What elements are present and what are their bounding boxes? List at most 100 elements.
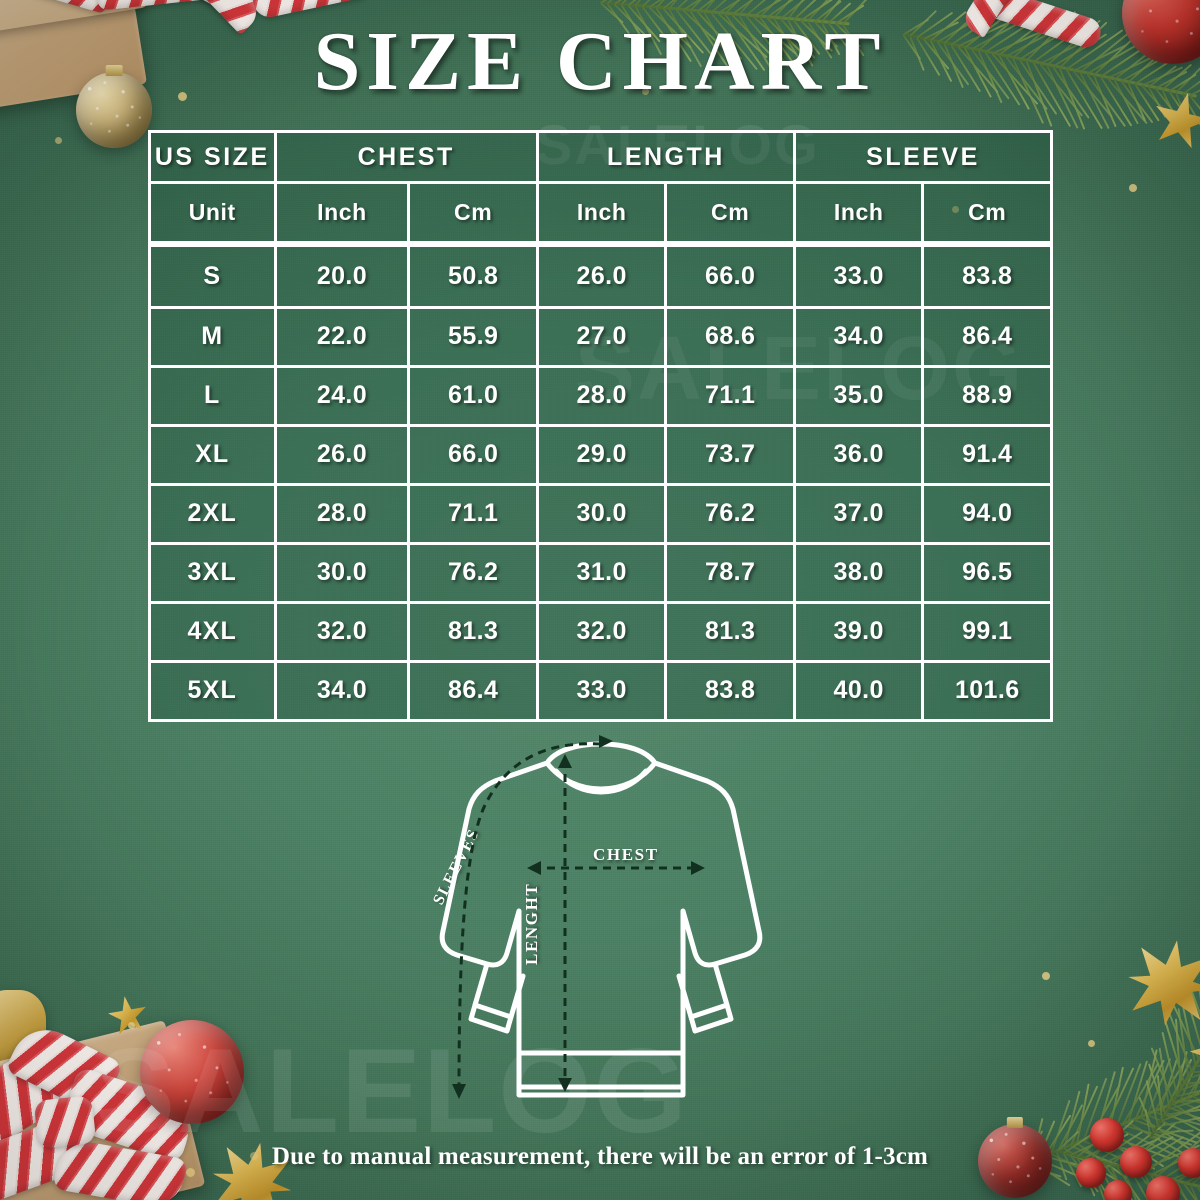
- header-length: LENGTH: [538, 130, 796, 184]
- watermark-bottom: SALELOG: [95, 1024, 690, 1158]
- cell-sleeve-cm: 94.0: [924, 485, 1053, 545]
- cell-sleeve-cm: 96.5: [924, 544, 1053, 604]
- cell-length-in: 31.0: [538, 544, 668, 604]
- sleeve-arrow-bottom: [452, 1084, 466, 1099]
- cell-chest-cm: 76.2: [410, 544, 539, 604]
- table-body: S 20.0 50.8 26.0 66.0 33.0 83.8 M 22.0 55.9 27.0 68…: [148, 244, 1053, 722]
- chest-arrow-left: [527, 861, 541, 875]
- cell-chest-cm: 50.8: [410, 244, 539, 309]
- cell-length-in: 28.0: [538, 367, 668, 427]
- table-row: 5XL 34.0 86.4 33.0 83.8 40.0 101.6: [148, 662, 1053, 722]
- cell-sleeve-cm: 101.6: [924, 662, 1053, 722]
- cell-length-cm: 83.8: [667, 662, 796, 722]
- table-row: S 20.0 50.8 26.0 66.0 33.0 83.8: [148, 244, 1053, 309]
- cell-length-cm: 68.6: [667, 308, 796, 368]
- cell-length-cm: 81.3: [667, 603, 796, 663]
- size-chart-table-wrapper: US SIZE CHEST LENGTH SLEEVE Unit Inch Cm…: [148, 130, 1053, 722]
- cell-chest-in: 20.0: [276, 244, 411, 309]
- table-group-header-row: US SIZE CHEST LENGTH SLEEVE: [148, 130, 1053, 184]
- sleeve-guide: [457, 742, 602, 1092]
- cell-chest-in: 28.0: [276, 485, 411, 545]
- length-arrow-top: [558, 754, 572, 768]
- header-length-cm: Cm: [667, 184, 796, 244]
- cell-length-cm: 66.0: [667, 244, 796, 309]
- table-head: US SIZE CHEST LENGTH SLEEVE Unit Inch Cm…: [148, 130, 1053, 244]
- diagram-label-chest: CHEST: [593, 845, 659, 864]
- cell-chest-cm: 81.3: [410, 603, 539, 663]
- cell-sleeve-in: 34.0: [795, 308, 925, 368]
- watermark-top: SALELOG: [535, 113, 820, 176]
- cell-sleeve-cm: 88.9: [924, 367, 1053, 427]
- cell-sleeve-in: 39.0: [795, 603, 925, 663]
- cell-size: 3XL: [148, 544, 277, 604]
- cell-chest-cm: 55.9: [410, 308, 539, 368]
- cell-sleeve-cm: 86.4: [924, 308, 1053, 368]
- cell-sleeve-in: 38.0: [795, 544, 925, 604]
- table-row: 4XL 32.0 81.3 32.0 81.3 39.0 99.1: [148, 603, 1053, 663]
- cell-length-cm: 76.2: [667, 485, 796, 545]
- table-row: M 22.0 55.9 27.0 68.6 34.0 86.4: [148, 308, 1053, 368]
- chest-arrow-right: [691, 861, 705, 875]
- table-row: 2XL 28.0 71.1 30.0 76.2 37.0 94.0: [148, 485, 1053, 545]
- garment-diagram: [415, 735, 787, 1135]
- cell-size: S: [148, 244, 277, 309]
- watermark-middle: SALELOG: [575, 319, 1025, 419]
- cell-size: M: [148, 308, 277, 368]
- cell-chest-in: 26.0: [276, 426, 411, 486]
- cell-length-cm: 73.7: [667, 426, 796, 486]
- cell-chest-cm: 86.4: [410, 662, 539, 722]
- measurement-guides: [457, 742, 699, 1092]
- sweatshirt-outline: [439, 741, 763, 1098]
- header-length-inch: Inch: [538, 184, 668, 244]
- cell-sleeve-cm: 99.1: [924, 603, 1053, 663]
- cell-sleeve-in: 37.0: [795, 485, 925, 545]
- cell-sleeve-cm: 83.8: [924, 244, 1053, 309]
- header-chest-inch: Inch: [276, 184, 411, 244]
- cell-chest-in: 30.0: [276, 544, 411, 604]
- cell-size: XL: [148, 426, 277, 486]
- sleeve-arrow-top: [599, 735, 613, 748]
- cell-sleeve-in: 40.0: [795, 662, 925, 722]
- cell-length-in: 32.0: [538, 603, 668, 663]
- cell-size: 5XL: [148, 662, 277, 722]
- cell-chest-in: 24.0: [276, 367, 411, 427]
- cell-length-in: 29.0: [538, 426, 668, 486]
- header-unit: Unit: [148, 184, 277, 244]
- cell-length-in: 27.0: [538, 308, 668, 368]
- cell-length-cm: 71.1: [667, 367, 796, 427]
- header-us-size: US SIZE: [148, 130, 277, 184]
- table-row: 3XL 30.0 76.2 31.0 78.7 38.0 96.5: [148, 544, 1053, 604]
- header-chest: CHEST: [276, 130, 539, 184]
- cell-chest-cm: 66.0: [410, 426, 539, 486]
- cell-size: L: [148, 367, 277, 427]
- table-row: XL 26.0 66.0 29.0 73.7 36.0 91.4: [148, 426, 1053, 486]
- cell-size: 4XL: [148, 603, 277, 663]
- header-sleeve-inch: Inch: [795, 184, 925, 244]
- cell-chest-in: 22.0: [276, 308, 411, 368]
- table-row: L 24.0 61.0 28.0 71.1 35.0 88.9: [148, 367, 1053, 427]
- cell-length-cm: 78.7: [667, 544, 796, 604]
- measurement-disclaimer: Due to manual measurement, there will be…: [271, 1143, 929, 1170]
- cell-sleeve-in: 33.0: [795, 244, 925, 309]
- cell-sleeve-in: 35.0: [795, 367, 925, 427]
- cell-length-in: 33.0: [538, 662, 668, 722]
- length-arrow-bottom: [558, 1078, 572, 1092]
- cell-length-in: 30.0: [538, 485, 668, 545]
- cell-chest-cm: 71.1: [410, 485, 539, 545]
- cell-length-in: 26.0: [538, 244, 668, 309]
- page-title: SIZE CHART: [313, 15, 887, 108]
- header-sleeve: SLEEVE: [795, 130, 1053, 184]
- cell-sleeve-cm: 91.4: [924, 426, 1053, 486]
- measurement-arrowheads: [452, 735, 705, 1099]
- cell-chest-cm: 61.0: [410, 367, 539, 427]
- table-unit-header-row: Unit Inch Cm Inch Cm Inch Cm: [148, 184, 1053, 244]
- cell-chest-in: 34.0: [276, 662, 411, 722]
- size-chart-table: US SIZE CHEST LENGTH SLEEVE Unit Inch Cm…: [148, 130, 1053, 722]
- header-chest-cm: Cm: [410, 184, 539, 244]
- cell-chest-in: 32.0: [276, 603, 411, 663]
- header-sleeve-cm: Cm: [924, 184, 1053, 244]
- cell-sleeve-in: 36.0: [795, 426, 925, 486]
